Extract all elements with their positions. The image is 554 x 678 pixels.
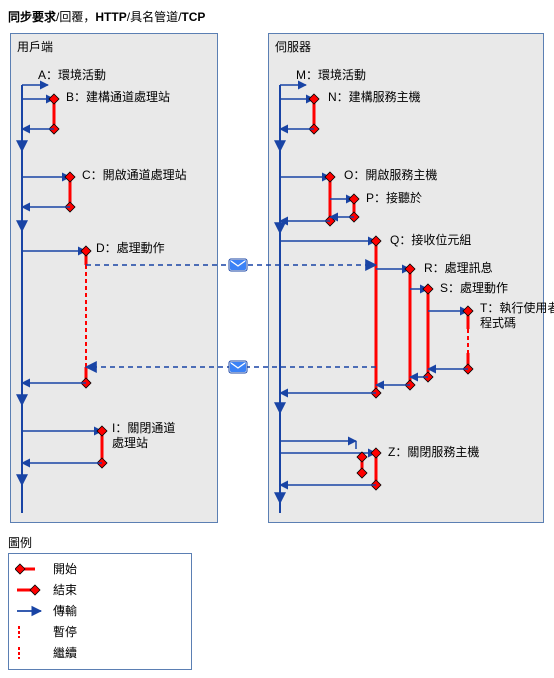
legend-row: 傳輸 <box>15 600 185 621</box>
legend-row: 繼續 <box>15 642 185 663</box>
legend-label: 結束 <box>53 581 77 598</box>
legend-label: 繼續 <box>53 644 77 661</box>
legend-row: 結束 <box>15 579 185 600</box>
label-B: B：建構通道處理站 <box>66 90 170 105</box>
legend-label: 開始 <box>53 560 77 577</box>
label-Q: Q：接收位元組 <box>390 233 471 248</box>
server-panel-title: 伺服器 <box>275 38 311 55</box>
legend-box: 開始結束傳輸暫停繼續 <box>8 553 192 670</box>
label-Z: Z：關閉服務主機 <box>388 445 479 460</box>
label-M: M：環境活動 <box>296 68 366 83</box>
legend-label: 傳輸 <box>53 602 77 619</box>
label-T: T：執行使用者 程式碼 <box>480 301 554 331</box>
diagram-title: 同步要求/回覆，HTTP/具名管道/TCP <box>8 8 546 25</box>
legend: 圖例 開始結束傳輸暫停繼續 <box>8 534 208 670</box>
legend-title: 圖例 <box>8 534 208 551</box>
client-panel-title: 用戶端 <box>17 38 53 55</box>
label-N: N：建構服務主機 <box>328 90 421 105</box>
label-R: R：處理訊息 <box>424 261 493 276</box>
label-P: P：接聽於 <box>366 191 422 206</box>
label-D: D：處理動作 <box>96 241 165 256</box>
label-C: C：開啟通道處理站 <box>82 168 187 183</box>
label-A: A：環境活動 <box>38 68 106 83</box>
label-I: I：關閉通道 處理站 <box>112 421 175 451</box>
legend-row: 暫停 <box>15 621 185 642</box>
label-S: S：處理動作 <box>440 281 508 296</box>
legend-label: 暫停 <box>53 623 77 640</box>
legend-row: 開始 <box>15 558 185 579</box>
label-O: O：開啟服務主機 <box>344 168 437 183</box>
diagram: 用戶端 伺服器 A：環境活動 B：建構通道處理站 C：開啟通道處理站 D：處理動作 I：… <box>8 33 546 528</box>
